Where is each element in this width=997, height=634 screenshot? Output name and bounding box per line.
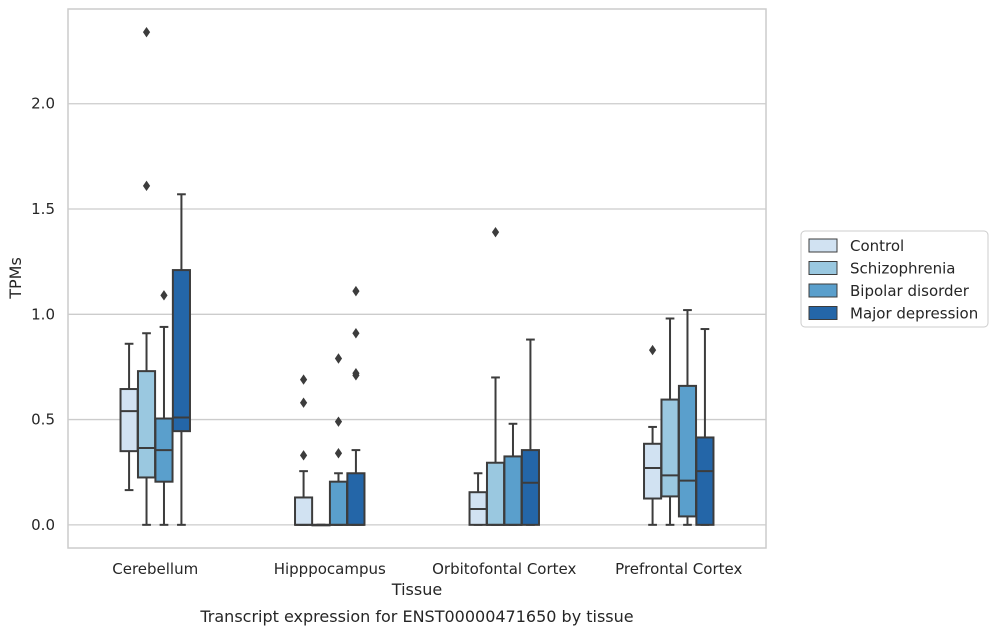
figure-caption: Transcript expression for ENST0000047165… — [199, 607, 633, 626]
box-major-depression — [695, 328, 715, 526]
x-tick-labels: Cerebellum Hipppocampus Orbitofontal Corte… — [112, 560, 742, 578]
y-tick-label: 2.0 — [31, 95, 55, 113]
box-iqr — [346, 472, 366, 526]
box-bipolar-disorder — [677, 309, 698, 526]
y-tick-label: 1.0 — [31, 305, 55, 323]
box-bipolar-disorder — [503, 422, 523, 526]
legend-label: Control — [850, 237, 904, 255]
y-axis-label: TPMs — [6, 257, 25, 300]
box-bipolar-disorder — [328, 353, 349, 526]
box-schizophrenia — [136, 26, 157, 526]
outlier-point — [299, 374, 308, 385]
box-schizophrenia — [311, 523, 331, 527]
legend: Control Schizophrenia Bipolar disorder Majo… — [800, 230, 989, 328]
box-schizophrenia — [660, 317, 680, 526]
legend-label: Schizophrenia — [850, 260, 955, 278]
box-iqr — [171, 269, 191, 433]
outlier-point — [352, 285, 360, 297]
box-iqr — [503, 455, 523, 526]
y-tick-labels: 0.0 0.5 1.0 1.5 2.0 — [31, 95, 55, 534]
box-iqr — [695, 436, 715, 526]
y-tick-label: 1.5 — [31, 200, 55, 218]
legend-swatch — [808, 283, 838, 298]
x-tick-label: Cerebellum — [112, 560, 198, 578]
x-tick-label: Prefrontal Cortex — [615, 560, 742, 578]
x-axis-label: Tissue — [391, 580, 442, 599]
legend-swatch — [808, 306, 838, 320]
box-iqr — [294, 496, 314, 526]
outlier-point — [142, 180, 151, 192]
outlier-point — [160, 290, 168, 301]
box-schizophrenia — [485, 226, 506, 526]
box-iqr — [485, 461, 506, 526]
box-iqr — [677, 384, 698, 518]
outlier-point — [352, 368, 360, 379]
box-iqr — [643, 442, 663, 500]
box-iqr — [328, 480, 349, 526]
box-control — [119, 342, 139, 492]
outlier-point — [648, 344, 657, 356]
box-plot-series — [119, 26, 715, 527]
outlier-point — [142, 26, 151, 38]
plot-frame — [67, 8, 767, 549]
x-tick-label: Hipppocampus — [274, 560, 386, 578]
box-iqr — [119, 388, 139, 453]
outlier-point — [299, 450, 308, 461]
outlier-point — [334, 353, 343, 364]
outlier-point — [491, 226, 500, 238]
x-tick-label: Orbitofontal Cortex — [432, 560, 576, 578]
outlier-point — [334, 448, 343, 459]
y-tick-label: 0.0 — [31, 516, 55, 534]
box-iqr — [520, 449, 540, 526]
outlier-point — [299, 397, 308, 408]
legend-label: Major depression — [850, 305, 978, 323]
box-iqr — [136, 370, 157, 479]
box-major-depression — [520, 338, 540, 526]
legend-frame — [800, 230, 989, 328]
box-bipolar-disorder — [154, 290, 174, 526]
box-control — [294, 374, 314, 526]
box-major-depression — [171, 193, 191, 526]
legend-swatch — [808, 261, 838, 275]
box-iqr — [660, 398, 680, 498]
legend-label: Bipolar disorder — [850, 282, 970, 300]
box-control — [643, 344, 663, 526]
legend-swatch — [808, 238, 838, 253]
y-tick-label: 0.5 — [31, 411, 55, 429]
box-control — [468, 472, 488, 526]
outlier-point — [334, 416, 343, 427]
outlier-point — [352, 328, 360, 339]
box-major-depression — [346, 285, 366, 526]
